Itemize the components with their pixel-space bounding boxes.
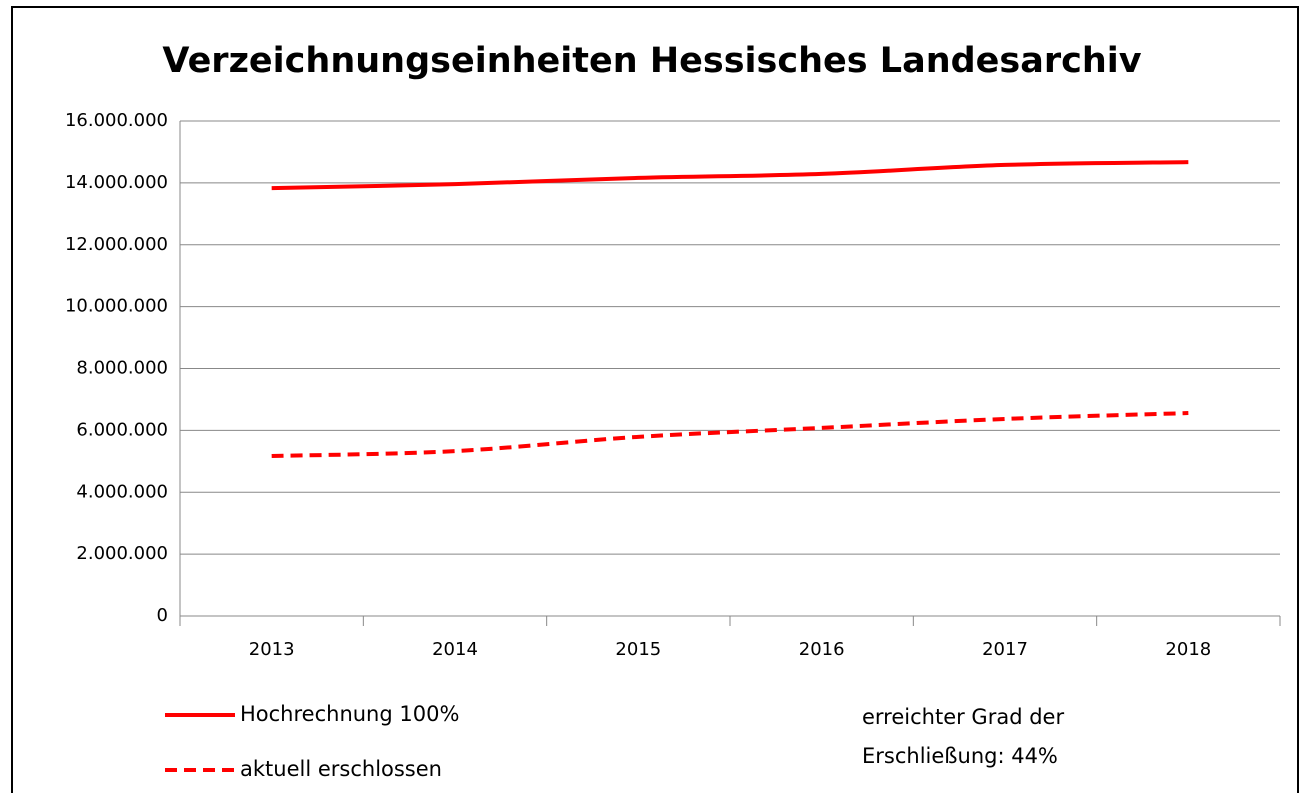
annotation: erreichter Grad der [862,705,1064,729]
x-tick-label: 2014 [432,639,478,660]
y-tick-label: 12.000.000 [65,234,168,255]
legend-label: aktuell erschlossen [240,757,442,781]
x-tick-label: 2013 [249,639,295,660]
x-tick-label: 2016 [799,639,845,660]
y-tick-label: 6.000.000 [76,419,168,440]
chart-frame [11,6,1299,793]
series-line [271,160,1189,191]
x-tick-label: 2015 [615,639,661,660]
y-tick-label: 2.000.000 [76,543,168,564]
y-tick-label: 16.000.000 [65,110,168,131]
legend-label: Hochrechnung 100% [240,702,459,726]
y-tick-label: 14.000.000 [65,172,168,193]
y-tick-label: 4.000.000 [76,481,168,502]
y-tick-label: 8.000.000 [76,358,168,379]
chart-title: Verzeichnungseinheiten Hessisches Landes… [162,41,1141,81]
annotation: Erschließung: 44% [862,744,1058,768]
x-tick-label: 2017 [982,639,1028,660]
series-line [271,411,1189,459]
y-tick-label: 0 [157,605,168,626]
x-tick-label: 2018 [1165,639,1211,660]
y-tick-label: 10.000.000 [65,296,168,317]
